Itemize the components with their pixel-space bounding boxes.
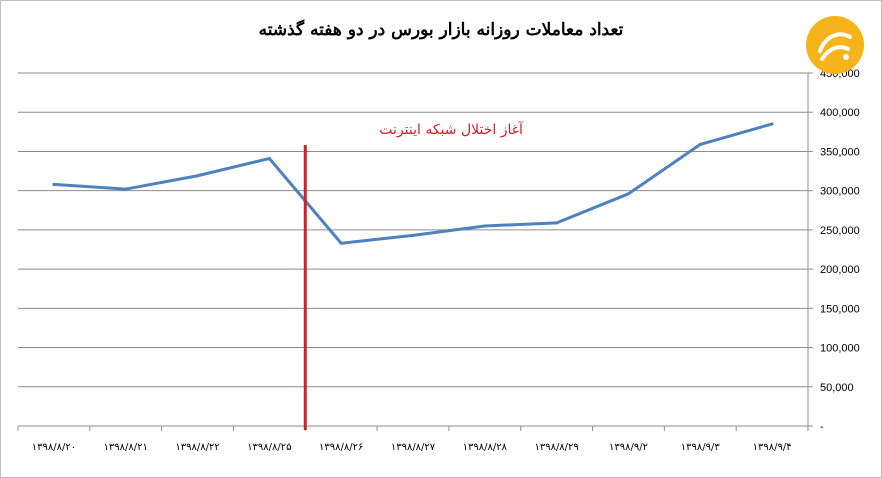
x-tick-label: ۱۳۹۸/۸/۲۹ bbox=[534, 442, 578, 453]
data-point bbox=[267, 157, 271, 161]
data-point bbox=[555, 221, 559, 225]
x-tick-label: ۱۳۹۸/۸/۲۲ bbox=[175, 442, 219, 453]
series-layer bbox=[52, 122, 774, 245]
y-tick-label: 400,000 bbox=[820, 107, 860, 119]
logo-mark-icon bbox=[818, 32, 852, 61]
y-tick-label: 50,000 bbox=[820, 382, 854, 394]
data-point bbox=[626, 192, 630, 196]
x-tick-label: ۱۳۹۸/۸/۲۶ bbox=[319, 442, 363, 453]
y-tick-label: 150,000 bbox=[820, 303, 860, 315]
y-tick-label: - bbox=[820, 421, 824, 433]
y-tick-label: 200,000 bbox=[820, 264, 860, 276]
x-tick-label: ۱۳۹۸/۸/۲۰ bbox=[32, 442, 76, 453]
axes: - 50,000 100,000 150,000 200,000 250,000 300,0… bbox=[17, 68, 860, 453]
data-point bbox=[339, 241, 343, 245]
x-tick-label: ۱۳۹۸/۹/۳ bbox=[681, 442, 721, 453]
data-point bbox=[770, 122, 774, 126]
data-point bbox=[124, 187, 128, 191]
y-tick-label: 350,000 bbox=[820, 146, 860, 158]
x-tick-label: ۱۳۹۸/۹/۲ bbox=[609, 442, 648, 453]
data-point bbox=[52, 182, 56, 186]
data-point bbox=[483, 224, 487, 228]
data-point bbox=[411, 233, 415, 237]
x-tick-label: ۱۳۹۸/۸/۲۸ bbox=[463, 442, 508, 453]
annotation-layer: آغاز اختلال شبکه اینترنت bbox=[303, 121, 524, 430]
gridlines bbox=[18, 72, 808, 388]
x-tick-label: ۱۳۹۸/۸/۲۱ bbox=[104, 442, 148, 453]
y-tick-label: 250,000 bbox=[820, 225, 860, 237]
chart-title: تعداد معاملات روزانه بازار بورس در دو هف… bbox=[258, 20, 624, 40]
series-line bbox=[52, 122, 774, 245]
data-point bbox=[698, 142, 702, 146]
y-tick-label: 100,000 bbox=[820, 343, 860, 355]
x-tick-label: ۱۳۹۸/۹/۴ bbox=[753, 442, 792, 453]
news-agency-logo bbox=[806, 16, 864, 74]
y-tick-label: 300,000 bbox=[820, 186, 860, 198]
x-tick-label: ۱۳۹۸/۸/۲۵ bbox=[247, 442, 291, 453]
annotation-label: آغاز اختلال شبکه اینترنت bbox=[379, 121, 524, 138]
x-tick-label: ۱۳۹۸/۸/۲۷ bbox=[391, 442, 436, 453]
data-point bbox=[196, 174, 200, 178]
